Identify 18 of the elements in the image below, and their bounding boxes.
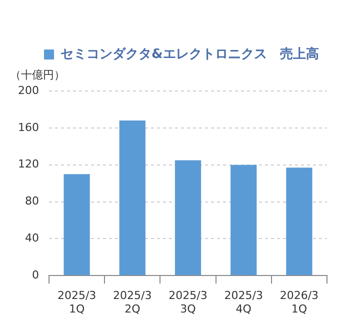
- y-tick-label: 40: [24, 232, 39, 245]
- y-tick-label: 0: [32, 268, 39, 282]
- y-tick-label: 120: [18, 158, 39, 171]
- bar: [286, 168, 312, 276]
- bar: [119, 120, 146, 276]
- x-tick-label: 2025/3 3Q: [168, 289, 208, 316]
- legend-label: セミコンダクタ&エレクトロニクス 売上高: [60, 46, 319, 62]
- x-tick-label: 2025/3 2Q: [113, 289, 152, 316]
- y-tick-label: 80: [24, 194, 39, 208]
- x-tick-label: 2026/3 1Q: [280, 289, 319, 316]
- x-tick-label: 2025/3 4Q: [224, 289, 263, 316]
- bar: [64, 174, 90, 276]
- y-tick-label: 160: [18, 120, 39, 134]
- x-tick-label: 2025/3 1Q: [57, 289, 96, 316]
- bar: [230, 164, 257, 276]
- bar: [174, 160, 202, 276]
- y-tick-label: 200: [18, 84, 39, 97]
- y-axis-title: （十億円）: [10, 68, 65, 82]
